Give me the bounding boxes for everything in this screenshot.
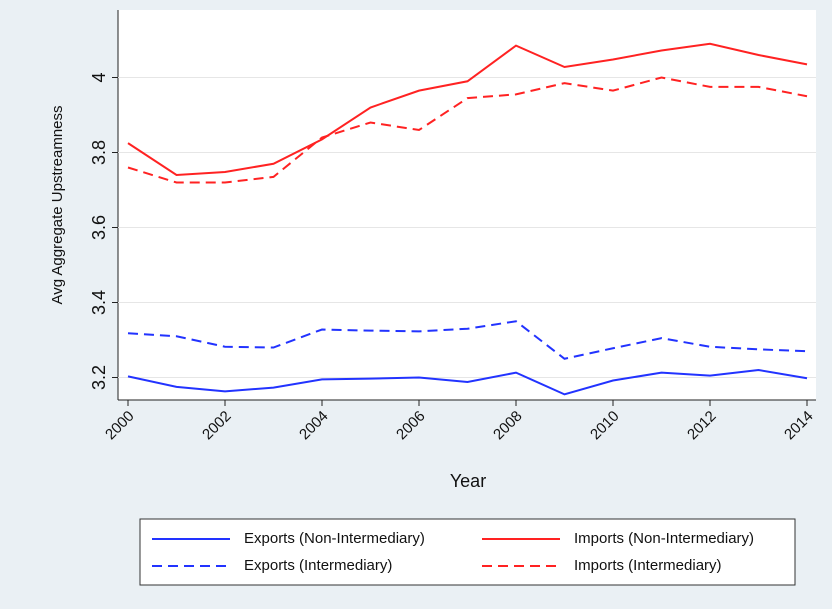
y-tick-label: 3.6 [89, 215, 109, 240]
y-axis-title: Avg Aggregate Upstreamness [49, 105, 66, 304]
y-tick-label: 3.2 [89, 365, 109, 390]
series-line [127, 42, 808, 177]
series-line [127, 368, 808, 396]
series-line [127, 76, 808, 184]
x-axis-title: Year [450, 471, 486, 491]
legend-label: Exports (Non-Intermediary) [244, 530, 425, 547]
legend-label: Imports (Intermediary) [574, 557, 722, 574]
y-tick-label: 4 [89, 72, 109, 82]
y-tick-label: 3.8 [89, 140, 109, 165]
y-tick-label: 3.4 [89, 290, 109, 315]
legend-label: Exports (Intermediary) [244, 557, 392, 574]
legend-label: Imports (Non-Intermediary) [574, 530, 754, 547]
legend [139, 518, 796, 586]
plot-area [118, 10, 816, 400]
series-line [127, 320, 808, 360]
